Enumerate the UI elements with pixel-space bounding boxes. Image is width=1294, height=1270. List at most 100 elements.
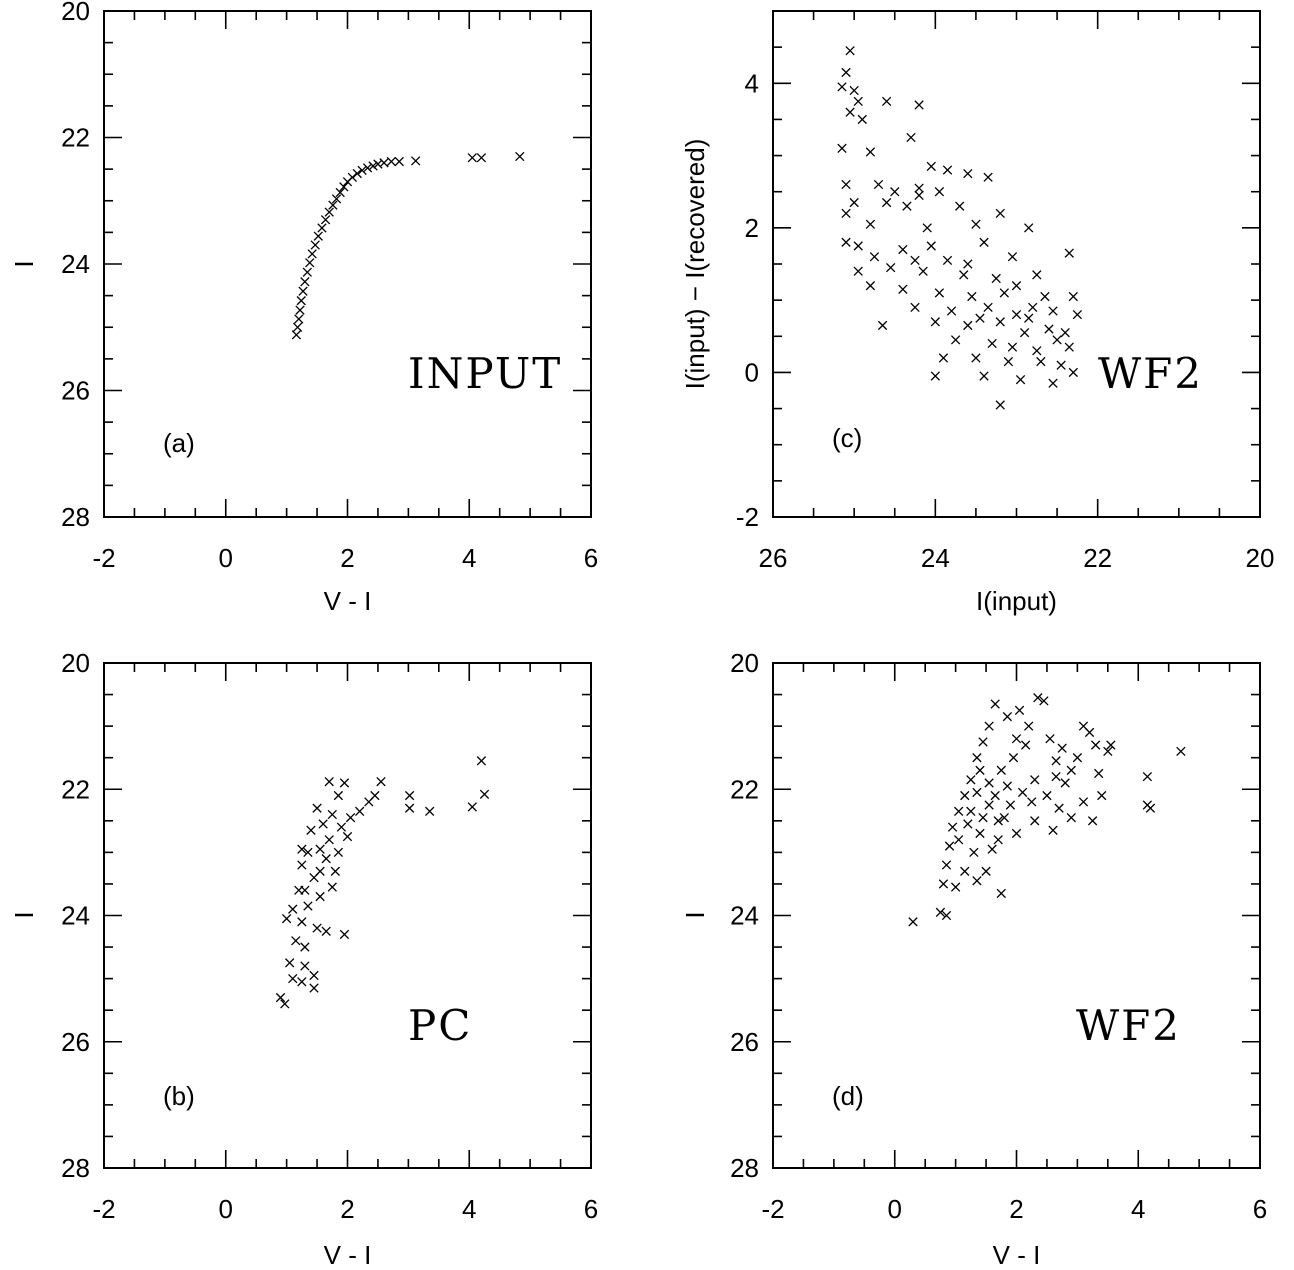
scatter-point <box>1011 828 1022 839</box>
scatter-point <box>1020 740 1031 750</box>
x-tick-label: 22 <box>1083 543 1112 573</box>
y-tick-label: 24 <box>61 901 90 931</box>
scatter-point <box>1027 797 1037 807</box>
y-tick-label: 24 <box>730 901 759 931</box>
scatter-point <box>317 223 327 233</box>
scatter-point <box>342 831 353 842</box>
scatter-point <box>328 200 338 210</box>
scatter-point <box>307 249 317 259</box>
scatter-point <box>1064 342 1074 352</box>
scatter-point <box>336 822 347 832</box>
scatter-point <box>910 302 920 313</box>
scatter-point <box>339 182 349 192</box>
scatter-point <box>1097 790 1107 801</box>
scatter-point <box>938 879 949 889</box>
scatter-point <box>312 803 322 813</box>
scatter-point <box>966 806 976 817</box>
scatter-point <box>364 797 374 807</box>
scatter-point <box>975 313 985 323</box>
scatter-point <box>1060 778 1070 788</box>
scatter-point <box>941 860 952 870</box>
scatter-point <box>955 201 965 211</box>
scatter-point <box>853 96 863 107</box>
scatter-point <box>954 806 964 817</box>
scatter-point <box>339 778 350 788</box>
scatter-points <box>837 46 1083 410</box>
scatter-point <box>902 201 912 211</box>
scatter-point <box>296 296 306 306</box>
y-tick-labels: 20 22 24 26 28 <box>730 648 759 1183</box>
scatter-point <box>1048 378 1058 388</box>
scatter-point <box>300 961 310 971</box>
scatter-point <box>342 177 353 187</box>
x-tick-label: 20 <box>1246 543 1275 573</box>
y-axis-label: I <box>680 911 710 918</box>
x-tick-label: -2 <box>92 1194 115 1224</box>
x-tick-label: 26 <box>759 543 788 573</box>
scatter-point <box>315 866 325 876</box>
scatter-point <box>306 825 316 835</box>
scatter-point <box>331 194 342 204</box>
scatter-point <box>1017 787 1028 798</box>
scatter-point <box>877 320 888 331</box>
scatter-point <box>303 847 313 858</box>
scatter-point <box>1066 765 1076 775</box>
y-tick-label: 0 <box>745 357 759 387</box>
scatter-point <box>298 286 308 296</box>
scatter-point <box>313 231 323 241</box>
scatter-point <box>327 882 337 892</box>
scatter-point <box>1024 313 1034 323</box>
y-tick-label: 20 <box>61 0 90 26</box>
scatter-point <box>950 335 961 345</box>
x-tick-label: 0 <box>219 543 233 573</box>
scatter-point <box>996 765 1006 775</box>
scatter-point <box>1051 771 1061 782</box>
scatter-point <box>297 860 307 870</box>
y-axis-label: I(input) − I(recovered) <box>680 139 710 390</box>
scatter-point <box>327 809 337 820</box>
scatter-point <box>963 819 973 829</box>
scatter-point <box>999 288 1009 298</box>
scatter-point <box>1068 291 1078 302</box>
x-tick-label: 2 <box>340 543 354 573</box>
scatter-point <box>411 156 421 166</box>
scatter-point <box>857 114 867 125</box>
scatter-point <box>1106 740 1116 750</box>
x-tick-label: 6 <box>1253 1194 1267 1224</box>
scatter-point <box>959 270 969 280</box>
scatter-point <box>995 317 1005 327</box>
scatter-point <box>963 320 973 331</box>
scatter-point <box>315 844 325 854</box>
scatter-point <box>1052 335 1062 345</box>
x-tick-labels: 26 24 22 20 <box>759 543 1275 573</box>
scatter-point <box>869 252 880 262</box>
scatter-point <box>865 219 876 229</box>
scatter-point <box>993 816 1003 826</box>
x-tick-label: 4 <box>462 543 476 573</box>
ticks <box>103 10 592 518</box>
scatter-point <box>845 107 855 117</box>
scatter-point <box>320 215 331 225</box>
scatter-point <box>865 281 876 291</box>
scatter-point <box>386 156 396 167</box>
ticks <box>103 662 592 1169</box>
scatter-point <box>853 241 863 251</box>
y-tick-label: 20 <box>61 648 90 678</box>
scatter-point <box>984 800 994 810</box>
y-axis-label: I <box>9 911 39 918</box>
scatter-point <box>1072 753 1083 763</box>
scatter-point <box>841 208 851 219</box>
scatter-point <box>987 338 997 349</box>
scatter-point <box>1176 746 1186 757</box>
scatter-point <box>321 926 331 936</box>
scatter-point <box>1084 727 1095 738</box>
scatter-point <box>910 255 920 266</box>
ticks <box>772 10 1261 518</box>
scatter-point <box>926 161 936 172</box>
scatter-point <box>1002 781 1013 791</box>
scatter-point <box>467 153 477 163</box>
scatter-point <box>987 844 997 854</box>
y-tick-label: 26 <box>730 1027 759 1057</box>
scatter-point <box>297 917 307 927</box>
